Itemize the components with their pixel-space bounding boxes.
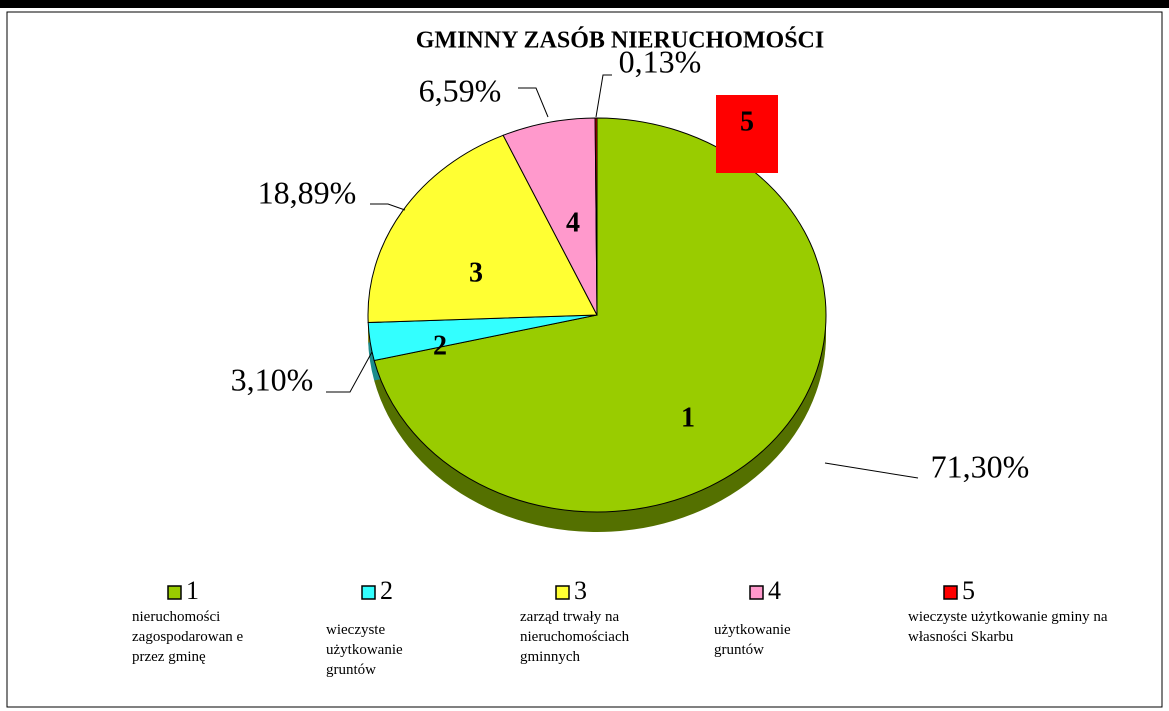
slice-label: 3	[469, 257, 483, 288]
value-label: 0,13%	[619, 43, 702, 79]
legend-swatch	[555, 585, 570, 600]
legend-description: wieczyste użytkowanie gminy na własności…	[908, 609, 1108, 645]
legend-label: 3	[574, 576, 587, 605]
frame	[6, 11, 1163, 708]
value-label: 18,89%	[258, 174, 357, 210]
top-bar	[0, 0, 1169, 8]
legend-description: nieruchomości zagospodarowan e przez gmi…	[132, 609, 244, 665]
legend-swatch	[943, 585, 958, 600]
legend-swatch	[167, 585, 182, 600]
slice-label: 4	[566, 207, 580, 238]
slice	[367, 134, 598, 324]
value-label: 3,10%	[231, 361, 314, 397]
leader-line	[370, 203, 406, 211]
legend-description: wieczyste użytkowanie gruntów	[326, 622, 403, 678]
slice-label: 1	[681, 402, 695, 433]
legend-label: 2	[380, 576, 393, 605]
label-box	[716, 95, 778, 173]
legend-label: 1	[186, 576, 199, 605]
leader-line	[326, 351, 373, 393]
slice-label: 2	[433, 330, 447, 361]
legend-label: 5	[962, 576, 975, 605]
legend-swatch	[749, 585, 764, 600]
leader-line	[518, 87, 549, 118]
slice-label: 5	[740, 106, 754, 137]
leader-line	[824, 462, 919, 479]
legend-description: użytkowanie gruntów	[714, 622, 791, 658]
slice	[594, 117, 598, 316]
legend-swatch	[361, 585, 376, 600]
legend-description: zarząd trwały na nieruchomościach gminny…	[520, 609, 630, 665]
legend-label: 4	[768, 576, 781, 605]
value-label: 6,59%	[419, 72, 502, 108]
chart-title: GMINNY ZASÓB NIERUCHOMOŚCI	[416, 27, 824, 54]
value-label: 71,30%	[931, 448, 1030, 484]
leader-line	[595, 74, 612, 118]
